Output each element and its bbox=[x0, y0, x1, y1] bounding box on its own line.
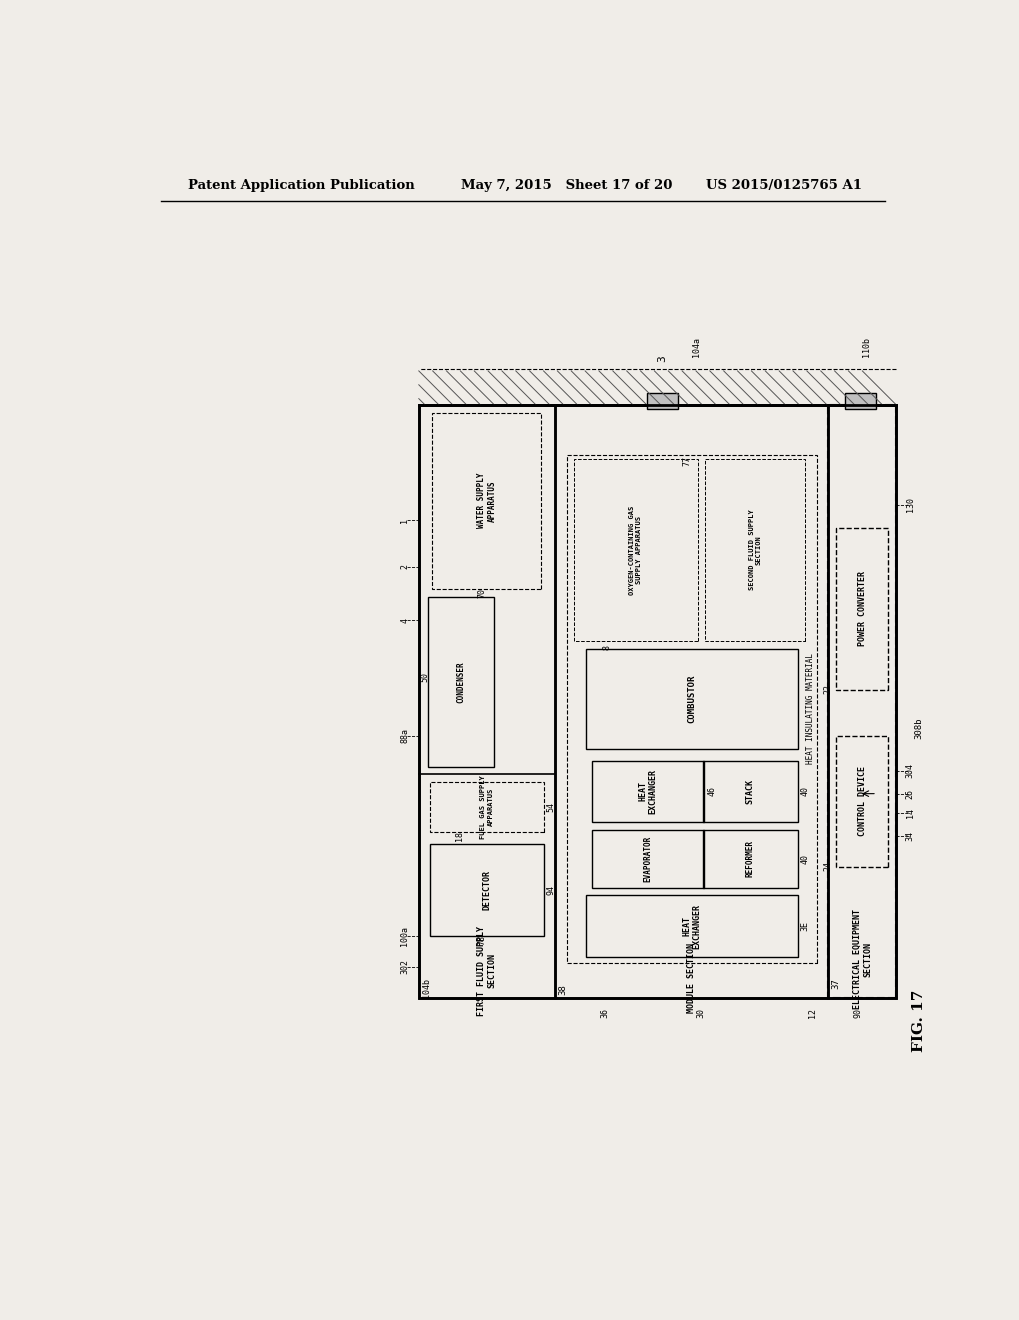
Text: REFORMER: REFORMER bbox=[745, 841, 754, 878]
Text: HEAT
EXCHANGER: HEAT EXCHANGER bbox=[638, 768, 657, 814]
Bar bbox=[428, 597, 493, 767]
Text: 100a: 100a bbox=[400, 927, 409, 946]
Text: CONDENSER: CONDENSER bbox=[457, 661, 465, 702]
Text: 4: 4 bbox=[400, 618, 409, 623]
Text: 78: 78 bbox=[478, 935, 486, 945]
Text: 304: 304 bbox=[905, 763, 914, 777]
Text: 40: 40 bbox=[800, 787, 809, 796]
Text: STACK: STACK bbox=[745, 779, 754, 804]
Text: FIG. 17: FIG. 17 bbox=[911, 990, 925, 1052]
Bar bbox=[554, 405, 827, 998]
Text: 90: 90 bbox=[853, 1008, 861, 1018]
Text: 54: 54 bbox=[546, 803, 555, 812]
Text: 34: 34 bbox=[905, 832, 914, 841]
Text: 77: 77 bbox=[682, 455, 691, 466]
Text: 12: 12 bbox=[807, 1008, 816, 1018]
Text: 24: 24 bbox=[822, 861, 832, 871]
Text: OXYGEN-CONTAINING GAS
SUPPLY APPARATUS: OXYGEN-CONTAINING GAS SUPPLY APPARATUS bbox=[629, 506, 642, 594]
Bar bbox=[702, 830, 797, 887]
Bar bbox=[845, 393, 875, 409]
Text: 37: 37 bbox=[830, 978, 840, 989]
Bar bbox=[702, 760, 797, 822]
Text: 70: 70 bbox=[478, 587, 486, 598]
Text: 94: 94 bbox=[546, 884, 555, 895]
Text: 302: 302 bbox=[400, 960, 409, 974]
Text: HEAT
EXCHANGER: HEAT EXCHANGER bbox=[682, 904, 701, 949]
Text: 18: 18 bbox=[454, 832, 464, 841]
Text: 40: 40 bbox=[800, 854, 809, 863]
Bar bbox=[827, 405, 896, 998]
Text: US 2015/0125765 A1: US 2015/0125765 A1 bbox=[705, 178, 861, 191]
Text: 30: 30 bbox=[696, 1008, 705, 1018]
Text: 50: 50 bbox=[420, 672, 429, 681]
Text: Patent Application Publication: Patent Application Publication bbox=[187, 178, 414, 191]
Bar bbox=[836, 528, 888, 689]
Bar bbox=[591, 830, 703, 887]
Text: 26: 26 bbox=[905, 788, 914, 799]
Bar bbox=[432, 412, 541, 589]
Text: 36: 36 bbox=[600, 1008, 609, 1018]
Text: May 7, 2015   Sheet 17 of 20: May 7, 2015 Sheet 17 of 20 bbox=[461, 178, 672, 191]
Bar bbox=[574, 459, 697, 642]
Text: EVAPORATOR: EVAPORATOR bbox=[643, 836, 652, 882]
Bar bbox=[836, 737, 888, 867]
Text: CONTROL DEVICE: CONTROL DEVICE bbox=[857, 767, 866, 837]
Bar bbox=[585, 649, 797, 748]
Text: WATER SUPPLY
APPARATUS: WATER SUPPLY APPARATUS bbox=[477, 473, 496, 528]
Text: 104a: 104a bbox=[691, 337, 700, 356]
Text: HEAT INSULATING MATERIAL: HEAT INSULATING MATERIAL bbox=[805, 653, 814, 764]
Text: 1: 1 bbox=[400, 517, 409, 523]
Bar bbox=[419, 405, 896, 998]
Text: SECOND FLUID SUPPLY
SECTION: SECOND FLUID SUPPLY SECTION bbox=[748, 510, 761, 590]
Bar bbox=[567, 455, 816, 964]
Text: POWER CONVERTER: POWER CONVERTER bbox=[857, 572, 866, 647]
Text: 3E: 3E bbox=[800, 921, 809, 931]
Bar bbox=[591, 760, 703, 822]
Text: 8: 8 bbox=[601, 645, 610, 649]
Text: DETECTOR: DETECTOR bbox=[482, 870, 491, 909]
Bar bbox=[704, 459, 805, 642]
Text: 38: 38 bbox=[557, 985, 567, 995]
Text: 22: 22 bbox=[822, 684, 832, 693]
Text: 46: 46 bbox=[707, 787, 715, 796]
Text: FIRST FLUID SUPPLY
SECTION: FIRST FLUID SUPPLY SECTION bbox=[477, 925, 496, 1016]
Text: 2: 2 bbox=[400, 564, 409, 569]
Text: FUEL GAS SUPPLY
APPARATUS: FUEL GAS SUPPLY APPARATUS bbox=[480, 775, 493, 840]
Text: 110b: 110b bbox=[861, 337, 870, 356]
Text: 14: 14 bbox=[905, 808, 914, 818]
Bar bbox=[647, 393, 678, 409]
Bar bbox=[419, 405, 554, 998]
Text: ELECTRICAL EQUIPMENT
SECTION: ELECTRICAL EQUIPMENT SECTION bbox=[852, 909, 871, 1010]
Text: 130: 130 bbox=[905, 498, 914, 512]
Text: 88a: 88a bbox=[400, 729, 409, 743]
Text: COMBUSTOR: COMBUSTOR bbox=[687, 675, 696, 723]
Text: 308b: 308b bbox=[914, 718, 923, 739]
Text: MODULE SECTION: MODULE SECTION bbox=[687, 944, 696, 1014]
Bar bbox=[430, 781, 543, 832]
Text: 104b: 104b bbox=[422, 978, 431, 998]
Text: 3: 3 bbox=[657, 355, 666, 362]
Bar bbox=[585, 895, 797, 957]
Bar bbox=[430, 843, 543, 936]
Bar bbox=[827, 405, 896, 998]
